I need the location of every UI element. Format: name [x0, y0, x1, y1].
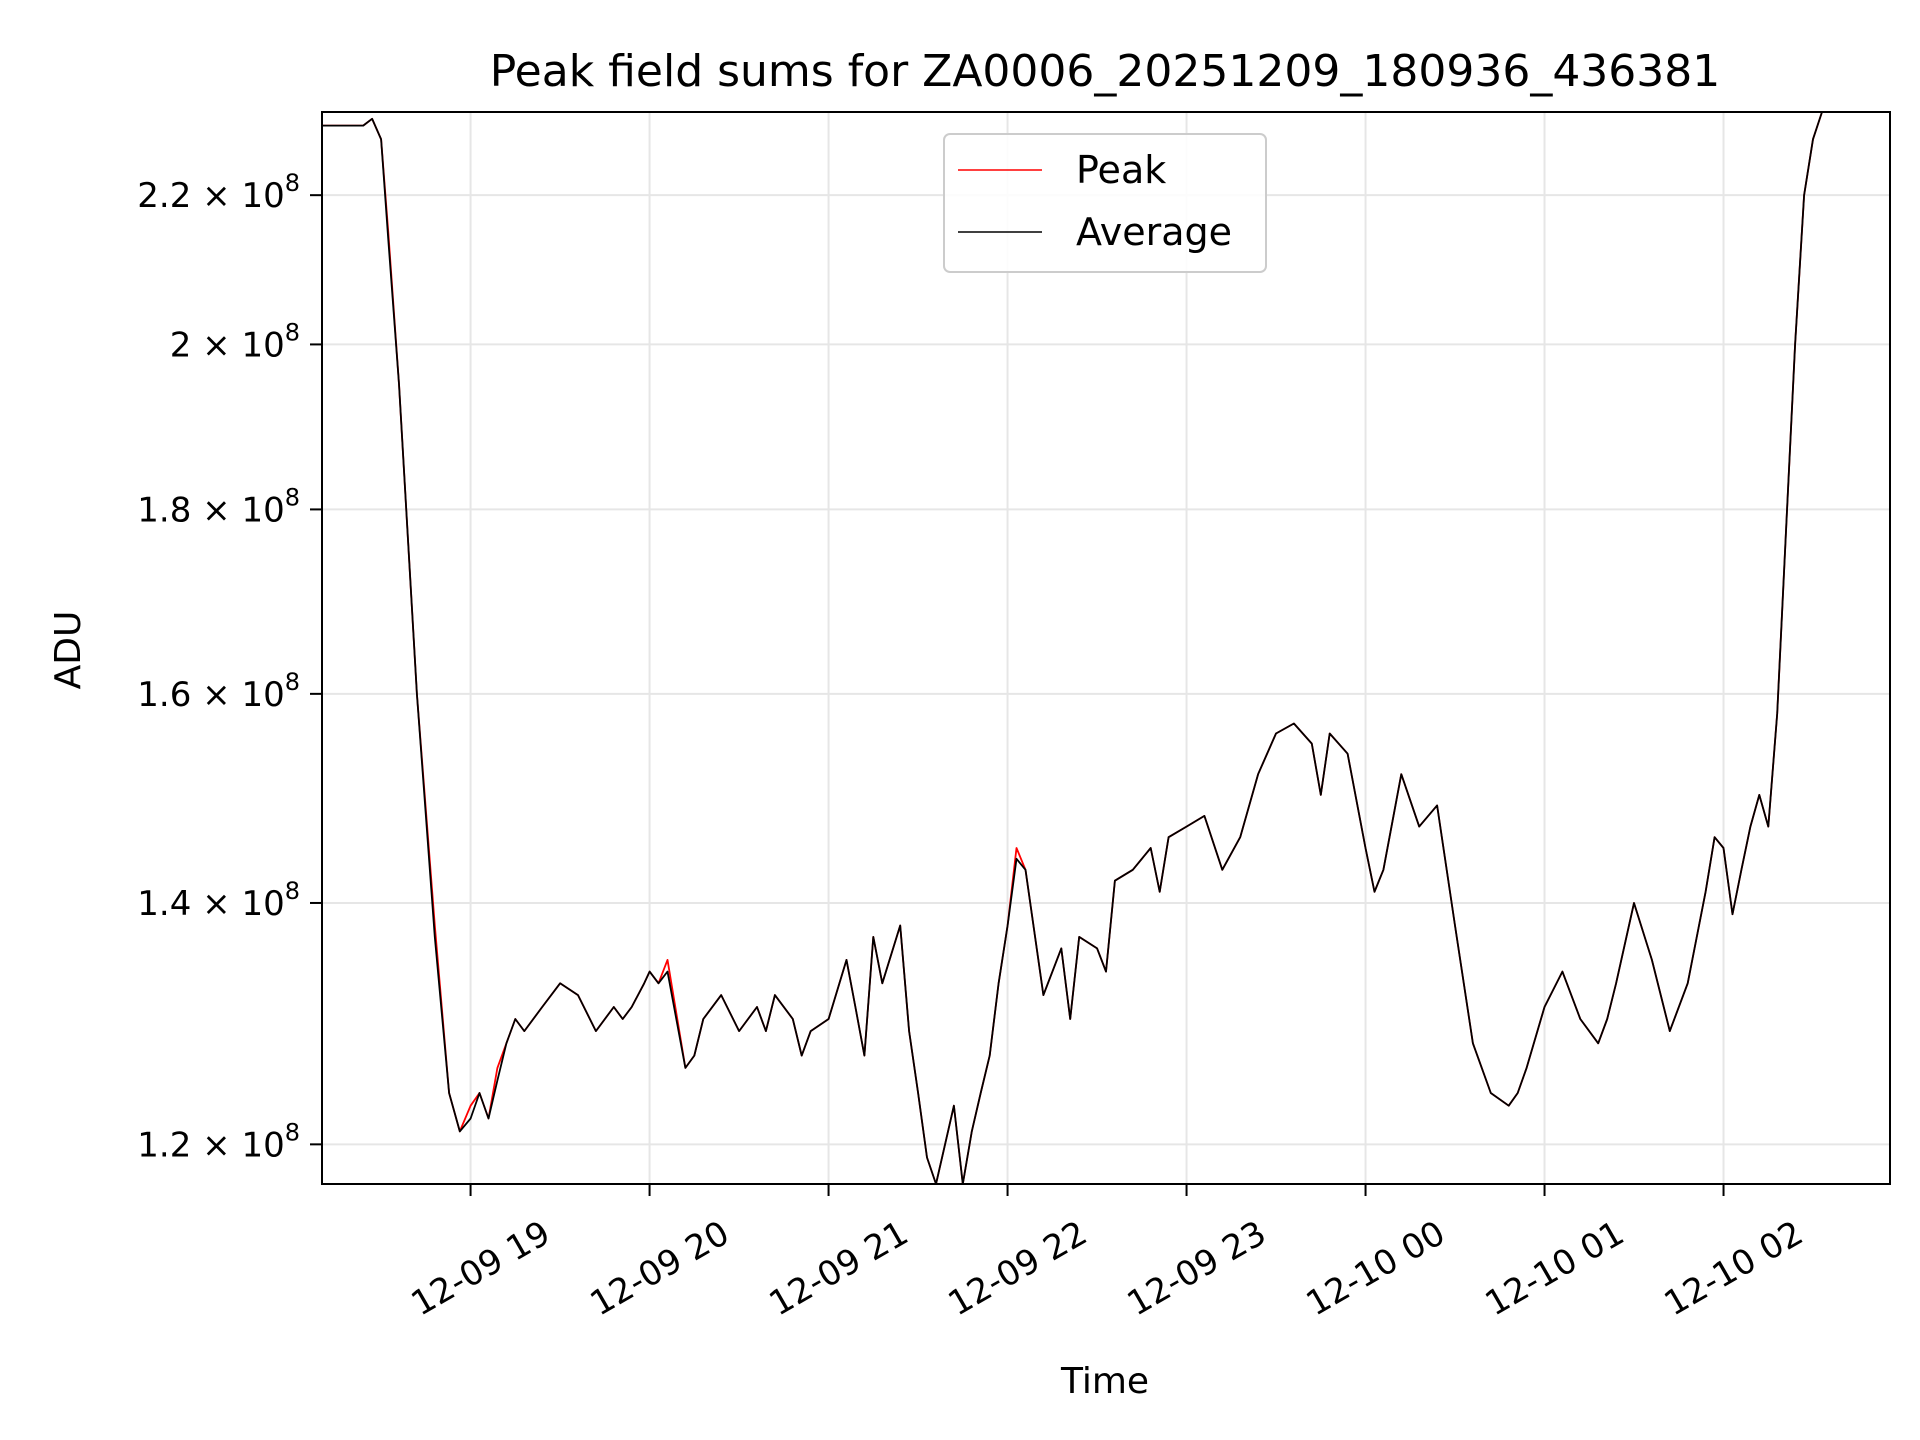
- grid-lines: [322, 112, 1890, 1184]
- y-tick-label: 1.4 × 108: [137, 877, 300, 924]
- y-tick-label: 1.8 × 108: [137, 483, 300, 530]
- series-line-average: [322, 111, 1890, 1185]
- x-axis-label: Time: [1060, 1361, 1149, 1402]
- plot-frame: [321, 111, 1891, 1185]
- legend-label-peak: Peak: [1076, 148, 1166, 192]
- y-tick-label: 1.2 × 108: [137, 1118, 300, 1165]
- y-tick-label: 2 × 108: [170, 318, 300, 365]
- chart-title: Peak field sums for ZA0006_20251209_1809…: [490, 46, 1721, 97]
- legend: Peak Average: [943, 133, 1267, 273]
- y-tick-label: 2.2 × 108: [137, 169, 300, 216]
- series-layer: [322, 111, 1890, 1185]
- legend-box: [943, 133, 1267, 273]
- legend-label-average: Average: [1076, 210, 1232, 254]
- y-axis-label: ADU: [48, 611, 89, 690]
- y-tick-label: 1.6 × 108: [137, 668, 300, 715]
- y-axis: 2.2 × 108 2 × 108 1.8 × 108 1.6 × 108 1.4 × …: [137, 169, 322, 1165]
